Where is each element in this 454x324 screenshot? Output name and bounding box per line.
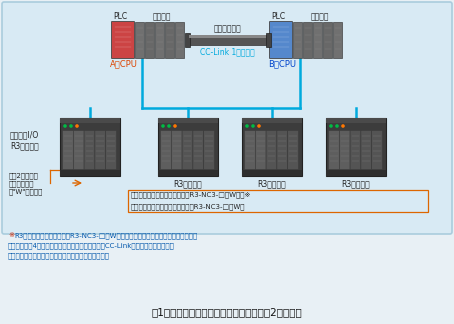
Circle shape [63, 124, 67, 128]
Bar [60, 118, 120, 123]
Bar [326, 170, 386, 176]
Bar [189, 35, 266, 38]
FancyBboxPatch shape [361, 131, 372, 169]
Bar [60, 170, 120, 176]
FancyBboxPatch shape [204, 131, 214, 169]
Text: CC-Link 1系ライン: CC-Link 1系ライン [200, 47, 255, 56]
Bar [158, 170, 218, 176]
Bar [165, 22, 174, 58]
Text: 通信カード（サブ設定、形式：R3-NC3-□／W）　※: 通信カード（サブ設定、形式：R3-NC3-□／W） ※ [131, 191, 252, 198]
Text: B系CPU: B系CPU [268, 59, 296, 68]
FancyBboxPatch shape [329, 131, 339, 169]
Bar [185, 33, 190, 47]
Text: 同期ケーブル: 同期ケーブル [214, 24, 242, 33]
Circle shape [245, 124, 249, 128]
Bar [145, 22, 154, 58]
FancyBboxPatch shape [95, 131, 106, 169]
FancyBboxPatch shape [182, 131, 193, 169]
FancyBboxPatch shape [288, 131, 298, 169]
Bar [323, 22, 332, 58]
Bar [128, 190, 428, 212]
Circle shape [335, 124, 339, 128]
FancyBboxPatch shape [84, 131, 95, 169]
Text: PLC: PLC [113, 12, 127, 21]
Text: R3シリーズ: R3シリーズ [257, 179, 286, 188]
FancyBboxPatch shape [242, 118, 302, 176]
FancyBboxPatch shape [112, 21, 134, 59]
Text: マスタ局: マスタ局 [311, 12, 329, 21]
FancyBboxPatch shape [339, 131, 350, 169]
FancyBboxPatch shape [372, 131, 383, 169]
Circle shape [167, 124, 171, 128]
Circle shape [251, 124, 255, 128]
Text: ビット単位の情報とワード単位の情報を扱います）: ビット単位の情報とワード単位の情報を扱います） [8, 252, 110, 259]
Bar [135, 22, 144, 58]
FancyBboxPatch shape [73, 131, 84, 169]
Text: 図1　通信ラインはシングルラインとした2重化構築: 図1 通信ラインはシングルラインとした2重化構築 [152, 307, 302, 317]
FancyBboxPatch shape [350, 131, 361, 169]
FancyBboxPatch shape [266, 131, 277, 169]
FancyBboxPatch shape [63, 131, 73, 169]
FancyBboxPatch shape [2, 2, 452, 234]
Circle shape [257, 124, 261, 128]
FancyBboxPatch shape [161, 131, 171, 169]
Text: 通信カード（メイン設定、形式：R3-NC3-□／W）: 通信カード（メイン設定、形式：R3-NC3-□／W） [131, 203, 246, 210]
Bar [175, 22, 184, 58]
Bar [333, 22, 342, 58]
Text: 占有局数は4局です。（リモートデバイス局とはCC-Linkの子局の一種であり、: 占有局数は4局です。（リモートデバイス局とはCC-Linkの子局の一種であり、 [8, 242, 175, 249]
FancyBboxPatch shape [326, 118, 386, 176]
Bar [242, 118, 302, 123]
Text: マスタ局: マスタ局 [153, 12, 171, 21]
Bar [293, 22, 302, 58]
Text: ※: ※ [8, 232, 14, 238]
Text: リモートI/O
R3シリーズ: リモートI/O R3シリーズ [10, 130, 39, 151]
FancyBboxPatch shape [245, 131, 255, 169]
Circle shape [329, 124, 333, 128]
Circle shape [173, 124, 177, 128]
Text: R3シリーズ: R3シリーズ [173, 179, 202, 188]
Text: PLC: PLC [271, 12, 285, 21]
Text: R3シリーズ: R3シリーズ [341, 179, 370, 188]
FancyBboxPatch shape [277, 131, 288, 169]
FancyBboxPatch shape [106, 131, 117, 169]
Bar [313, 22, 322, 58]
Circle shape [75, 124, 79, 128]
FancyBboxPatch shape [193, 131, 204, 169]
FancyBboxPatch shape [171, 131, 182, 169]
FancyBboxPatch shape [158, 118, 218, 176]
Bar [158, 118, 218, 123]
FancyBboxPatch shape [60, 118, 120, 176]
Circle shape [341, 124, 345, 128]
Text: 通信2重化対応
入出力カード
（"W"タイプ）: 通信2重化対応 入出力カード （"W"タイプ） [9, 172, 44, 195]
Text: A系CPU: A系CPU [110, 59, 138, 68]
Bar [266, 33, 271, 47]
FancyBboxPatch shape [255, 131, 266, 169]
Text: R3シリーズの通信カード（R3-NC3-□／W）の局種別はリモートデバイス局であり、: R3シリーズの通信カード（R3-NC3-□／W）の局種別はリモートデバイス局であ… [14, 232, 197, 238]
Circle shape [161, 124, 165, 128]
Bar [326, 118, 386, 123]
Bar [242, 170, 302, 176]
FancyBboxPatch shape [270, 21, 292, 59]
Bar [303, 22, 312, 58]
Bar [155, 22, 164, 58]
Circle shape [69, 124, 73, 128]
Bar [189, 35, 266, 45]
